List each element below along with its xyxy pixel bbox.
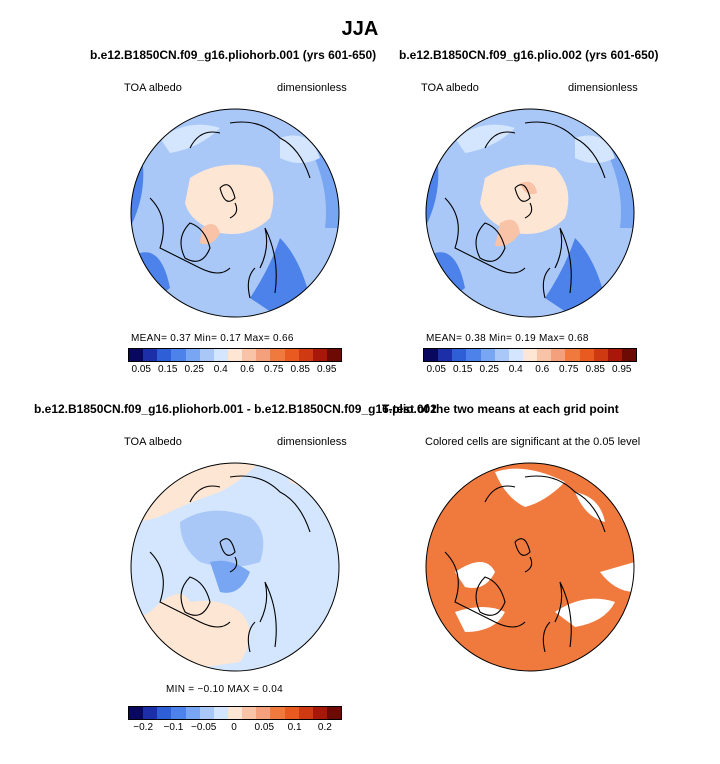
panel-3-colorbar-box bbox=[312, 707, 327, 719]
panel-3-units: dimensionless bbox=[277, 436, 347, 448]
panel-3-colorbar-box bbox=[171, 707, 186, 719]
panel-2-colorbar-label: 0.75 bbox=[559, 364, 579, 375]
panel-1-colorbar-label: 0.25 bbox=[184, 364, 204, 375]
panel-1-colorbar-box bbox=[199, 349, 214, 361]
panel-2-stats: MEAN= 0.38 Min= 0.19 Max= 0.68 bbox=[426, 333, 589, 344]
panel-1-colorbar bbox=[128, 348, 342, 362]
panel-3-colorbar-box bbox=[270, 707, 285, 719]
figure-title: JJA bbox=[341, 18, 379, 40]
panel-1-colorbar-label: 0.95 bbox=[317, 364, 337, 375]
panel-2-colorbar-box bbox=[607, 349, 622, 361]
panel-1-colorbar-box bbox=[157, 349, 172, 361]
panel-1-colorbar-box bbox=[213, 349, 228, 361]
panel-3-colorbar bbox=[128, 706, 342, 720]
panel-2-colorbar-box bbox=[452, 349, 467, 361]
panel-3-colorbar-box bbox=[143, 707, 158, 719]
panel-1-colorbar-label: 0.75 bbox=[264, 364, 284, 375]
panel-3-colorbar-box bbox=[284, 707, 299, 719]
panel-3-colorbar-label: 0 bbox=[231, 722, 237, 733]
panel-1-colorbar-box bbox=[270, 349, 285, 361]
panel-2-variable: TOA albedo bbox=[421, 82, 479, 94]
panel-1-colorbar-label: 0.85 bbox=[290, 364, 310, 375]
panel-3-stats: MIN = −0.10 MAX = 0.04 bbox=[166, 684, 283, 695]
panel-2-colorbar-label: 0.4 bbox=[508, 364, 523, 375]
panel-3-colorbar-box bbox=[199, 707, 214, 719]
panel-2-colorbar-box bbox=[508, 349, 523, 361]
panel-2-colorbar-label: 0.85 bbox=[585, 364, 605, 375]
panel-1-colorbar-box bbox=[227, 349, 243, 361]
panel-2-colorbar bbox=[423, 348, 637, 362]
panel-2-colorbar-box bbox=[466, 349, 481, 361]
panel-4-title: T-test of the two means at each grid poi… bbox=[382, 402, 619, 416]
panel-3-colorbar-box bbox=[256, 707, 271, 719]
panel-3-colorbar-label: −0.05 bbox=[191, 722, 217, 733]
panel-3-colorbar-box bbox=[185, 707, 200, 719]
panel-3-colorbar-box bbox=[326, 707, 342, 719]
panel-3-colorbar-label: 0.2 bbox=[317, 722, 332, 733]
panel-2-units: dimensionless bbox=[568, 82, 638, 94]
panel-3-colorbar-box bbox=[227, 707, 243, 719]
panel-2-colorbar-label: 0.25 bbox=[479, 364, 499, 375]
panel-1-variable: TOA albedo bbox=[124, 82, 182, 94]
panel-2-colorbar-box bbox=[480, 349, 495, 361]
panel-2-colorbar-box bbox=[621, 349, 637, 361]
panel-2-colorbar-box bbox=[579, 349, 594, 361]
panel-2-colorbar-label: 0.6 bbox=[535, 364, 550, 375]
panel-1-units: dimensionless bbox=[277, 82, 347, 94]
panel-2-colorbar-box bbox=[537, 349, 552, 361]
panel-1-colorbar-box bbox=[298, 349, 313, 361]
panel-1-title: b.e12.B1850CN.f09_g16.pliohorb.001 (yrs … bbox=[90, 48, 377, 62]
panel-2-colorbar-box bbox=[438, 349, 453, 361]
panel-2-colorbar-box bbox=[565, 349, 580, 361]
panel-2-colorbar-box bbox=[522, 349, 538, 361]
panel-4-subtitle: Colored cells are significant at the 0.0… bbox=[425, 436, 641, 448]
panel-1-colorbar-label: 0.05 bbox=[131, 364, 151, 375]
panel-2-title: b.e12.B1850CN.f09_g16.plio.002 (yrs 601-… bbox=[399, 48, 659, 62]
panel-3-colorbar-box bbox=[129, 707, 144, 719]
panel-2-colorbar-box bbox=[551, 349, 566, 361]
panel-1-colorbar-box bbox=[312, 349, 327, 361]
panel-1-colorbar-box bbox=[171, 349, 186, 361]
panel-2-polar-map bbox=[425, 108, 635, 318]
panel-1-colorbar-box bbox=[326, 349, 342, 361]
panel-3-colorbar-label: 0.05 bbox=[254, 722, 275, 733]
panel-2-colorbar-label: 0.15 bbox=[453, 364, 473, 375]
panel-2-colorbar-box bbox=[494, 349, 509, 361]
panel-1-colorbar-label: 0.15 bbox=[158, 364, 178, 375]
panel-2-colorbar-box bbox=[424, 349, 439, 361]
panel-3-variable: TOA albedo bbox=[124, 436, 182, 448]
panel-3-colorbar-label: −0.2 bbox=[133, 722, 154, 733]
panel-1-colorbar-box bbox=[185, 349, 200, 361]
panel-1-colorbar-box bbox=[129, 349, 144, 361]
panel-1-colorbar-box bbox=[284, 349, 299, 361]
panel-2-colorbar-label: 0.95 bbox=[612, 364, 632, 375]
panel-1-colorbar-label: 0.6 bbox=[240, 364, 255, 375]
panel-1-colorbar-box bbox=[256, 349, 271, 361]
panel-3-colorbar-box bbox=[157, 707, 172, 719]
panel-1-colorbar-box bbox=[143, 349, 158, 361]
panel-4-significance-map bbox=[425, 462, 635, 672]
panel-3-colorbar-label: 0.1 bbox=[287, 722, 302, 733]
panel-3-colorbar-box bbox=[242, 707, 257, 719]
panel-1-stats: MEAN= 0.37 Min= 0.17 Max= 0.66 bbox=[131, 333, 294, 344]
panel-2-colorbar-box bbox=[593, 349, 608, 361]
panel-2-colorbar-label: 0.05 bbox=[426, 364, 446, 375]
panel-3-colorbar-box bbox=[213, 707, 228, 719]
panel-1-polar-map bbox=[130, 108, 340, 318]
panel-3-colorbar-label: −0.1 bbox=[163, 722, 184, 733]
panel-3-title: b.e12.B1850CN.f09_g16.pliohorb.001 - b.e… bbox=[34, 402, 437, 416]
panel-1-colorbar-box bbox=[242, 349, 257, 361]
panel-1-colorbar-label: 0.4 bbox=[213, 364, 228, 375]
panel-3-colorbar-box bbox=[298, 707, 313, 719]
panel-3-polar-map bbox=[130, 462, 340, 672]
